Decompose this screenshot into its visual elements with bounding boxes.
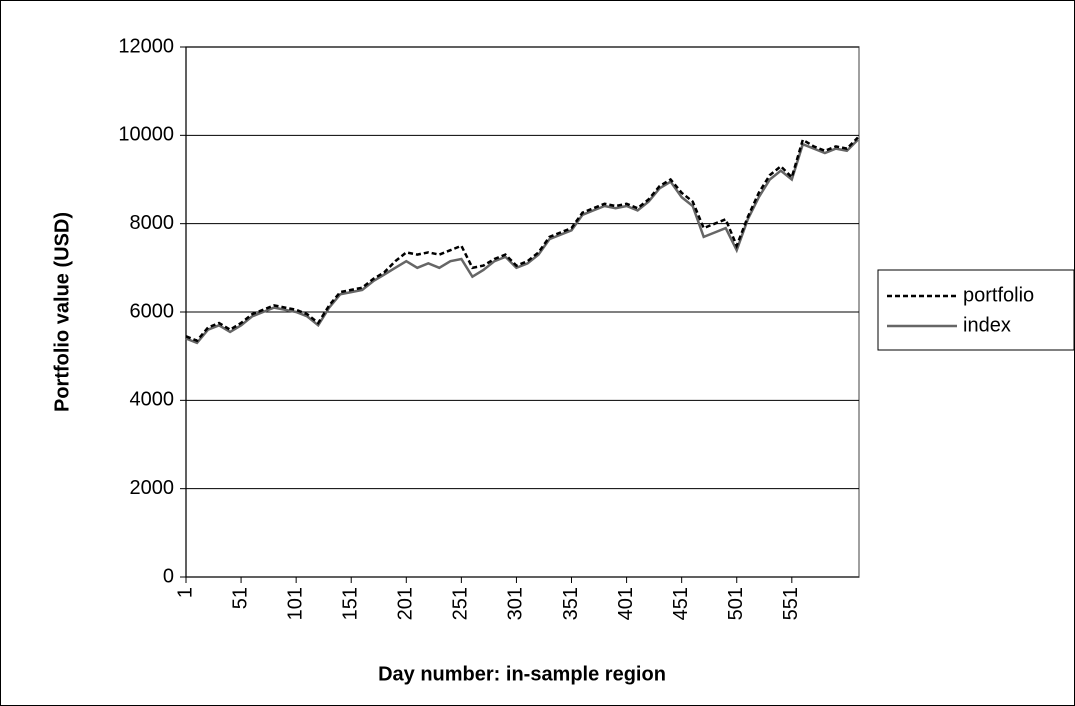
x-tick-label: 301 — [505, 587, 527, 620]
y-tick-label: 6000 — [130, 300, 175, 322]
x-tick-label: 201 — [395, 587, 417, 620]
y-axis-title: Portfolio value (USD) — [51, 212, 73, 412]
x-tick-label: 101 — [284, 587, 306, 620]
y-tick-label: 8000 — [130, 212, 175, 234]
legend-box — [877, 269, 1075, 351]
x-tick-label: 251 — [450, 587, 472, 620]
x-axis-title: Day number: in-sample region — [378, 663, 666, 685]
x-tick-label: 351 — [560, 587, 582, 620]
x-tick-label: 1 — [174, 587, 196, 598]
x-tick-label: 501 — [725, 587, 747, 620]
x-tick-label: 401 — [615, 587, 637, 620]
y-tick-label: 12000 — [118, 35, 174, 57]
x-tick-label: 151 — [340, 587, 362, 620]
series-line — [185, 136, 859, 343]
y-tick-label: 4000 — [130, 389, 175, 411]
y-tick-label: 10000 — [118, 124, 174, 146]
x-tick-label: 51 — [229, 587, 251, 609]
legend-label: index — [963, 314, 1011, 336]
legend-label: portfolio — [963, 284, 1034, 306]
y-tick-label: 2000 — [130, 477, 175, 499]
x-tick-label: 551 — [780, 587, 802, 620]
y-tick-label: 0 — [163, 565, 174, 587]
x-tick-label: 451 — [670, 587, 692, 620]
